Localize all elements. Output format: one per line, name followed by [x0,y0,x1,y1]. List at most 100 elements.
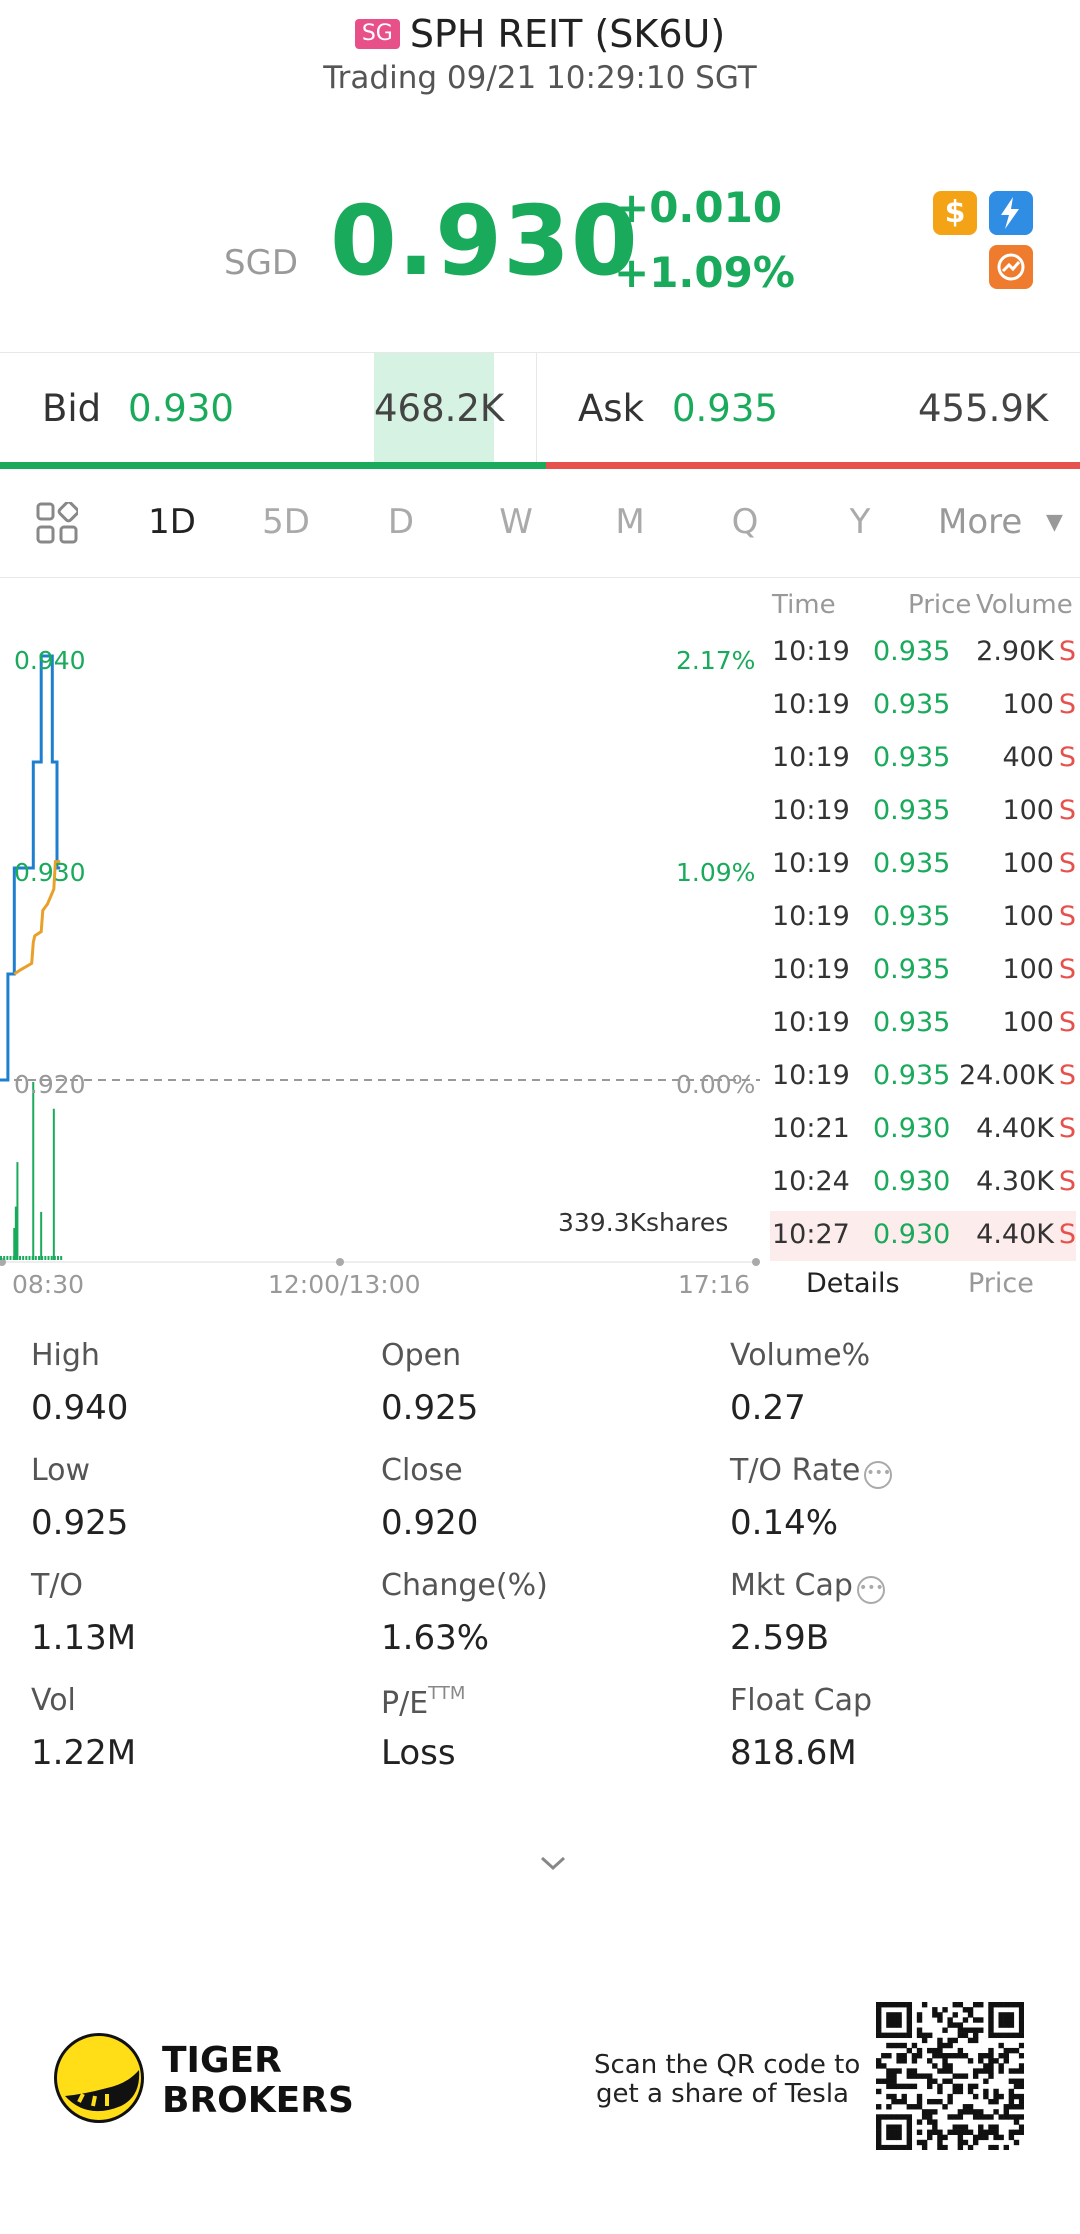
stat-torate-label-text: T/O Rate [730,1453,861,1488]
ask-label: Ask [578,387,645,430]
trade-side: S [1058,1113,1076,1144]
stat-to-value: 1.13M [31,1618,137,1658]
trade-time: 10:19 [772,636,850,667]
stat-mktcap-label: Mkt Cap ••• [730,1568,885,1604]
x-axis-dot-end [752,1258,760,1266]
stat-low-label: Low [31,1453,91,1488]
qr-code[interactable] [876,2002,1024,2150]
trades-header-volume: Volume [976,590,1073,620]
trades-header-price: Price [908,590,972,620]
stat-to-label: T/O [31,1568,84,1603]
pct-label-high: 2.17% [676,646,756,675]
trade-price: 0.935 [873,954,951,985]
stat-change-value: 1.63% [381,1618,490,1658]
trade-time: 10:19 [772,901,850,932]
tiger-logo [54,2033,144,2123]
trade-row: 10:19 0.935 100 S [770,893,1076,943]
stat-close-label: Close [381,1453,463,1488]
bid-ratio-bar [0,462,546,469]
tab-month[interactable]: M [615,502,645,542]
trade-volume: 4.40K [976,1113,1054,1144]
trade-volume: 400 [1002,742,1054,773]
bid-ask-divider [536,353,537,463]
trade-time: 10:19 [772,742,850,773]
stat-pe-value: Loss [381,1733,456,1773]
layout-grid-icon[interactable] [36,502,78,544]
intraday-chart[interactable]: 0.940 0.930 0.920 2.17% 1.09% 0.00% 339.… [0,580,760,1299]
trade-row: 10:19 0.935 100 S [770,999,1076,1049]
x-axis-dot-start [0,1258,6,1266]
more-button[interactable]: More [938,502,1023,542]
trade-volume: 2.90K [976,636,1054,667]
tab-price[interactable]: Price [968,1268,1034,1299]
title-row: SG SPH REIT (SK6U) [0,12,1080,56]
trade-row: 10:19 0.935 400 S [770,734,1076,784]
ask-price: 0.935 [672,387,778,430]
trade-price: 0.935 [873,742,951,773]
tab-week[interactable]: W [499,502,533,542]
trade-volume: 100 [1002,689,1054,720]
stat-volpct-label: Volume% [730,1338,871,1373]
stat-pe-label: P/ETTM [381,1683,465,1721]
trade-price: 0.935 [873,901,951,932]
average-price-line [13,860,61,976]
info-icon[interactable]: ••• [864,1461,893,1489]
ask-ratio-bar [546,462,1080,469]
flash-icon[interactable] [989,191,1033,235]
chevron-down-icon[interactable] [538,1848,568,1878]
trade-side: S [1058,1166,1076,1197]
tab-1d[interactable]: 1D [148,502,196,542]
trade-time: 10:19 [772,1060,850,1091]
trade-row: 10:19 0.935 100 S [770,787,1076,837]
chart-canvas [0,654,760,1266]
volume-total-label: 339.3Kshares [558,1208,729,1237]
promo-text-line2: get a share of Tesla [596,2079,849,2109]
stat-floatcap-label: Float Cap [730,1683,873,1718]
trade-side: S [1058,901,1076,932]
trade-volume: 100 [1002,1007,1054,1038]
caret-down-icon[interactable]: ▼ [1046,510,1063,535]
trade-side: S [1058,795,1076,826]
tab-day[interactable]: D [387,502,415,542]
trade-price: 0.935 [873,636,951,667]
trade-time: 10:19 [772,848,850,879]
stat-low-value: 0.925 [31,1503,129,1543]
trade-volume: 24.00K [958,1060,1054,1091]
trade-price: 0.935 [873,689,951,720]
trade-time: 10:21 [772,1113,850,1144]
stat-high-value: 0.940 [31,1388,129,1428]
period-tabs: 1D 5D D W M Q Y More ▼ [0,470,1080,578]
trading-status: Trading 09/21 10:29:10 SGT [323,60,757,96]
info-icon[interactable]: ••• [856,1576,885,1604]
stat-close-value: 0.920 [381,1503,479,1543]
y-label-0930: 0.930 [14,858,86,887]
trade-volume: 100 [1002,901,1054,932]
trade-time: 10:19 [772,954,850,985]
stat-mktcap-label-text: Mkt Cap [730,1568,853,1603]
price-change-percent: +1.09% [614,248,795,297]
x-axis-dot-mid [336,1258,344,1266]
trade-side: S [1058,1007,1076,1038]
tab-details[interactable]: Details [806,1268,900,1299]
bid-size: 468.2K [374,387,505,430]
tab-5d[interactable]: 5D [262,502,310,542]
stat-vol-value: 1.22M [31,1733,137,1773]
x-label-open: 08:30 [12,1270,85,1299]
trade-volume: 100 [1002,848,1054,879]
dollar-icon[interactable]: $ [933,191,977,235]
share-icon[interactable] [989,245,1033,289]
price-change: +0.010 [614,183,783,232]
stat-high-label: High [31,1338,100,1373]
tab-year[interactable]: Y [849,502,871,542]
trade-price: 0.935 [873,795,951,826]
bid-price: 0.930 [128,387,234,430]
bid-ask-bar[interactable]: Bid 0.930 468.2K Ask 0.935 455.9K [0,352,1080,470]
stat-pe-label-text: P/E [381,1686,429,1721]
trade-row: 10:27 0.930 4.40K S [770,1211,1076,1261]
pct-label-zero: 0.00% [676,1070,756,1099]
trade-row: 10:19 0.935 100 S [770,946,1076,996]
trade-side: S [1058,954,1076,985]
quote-panel: SGD 0.930 +0.010 +1.09% $ [0,175,1080,325]
tab-quarter[interactable]: Q [731,502,759,542]
trade-price: 0.935 [873,848,951,879]
